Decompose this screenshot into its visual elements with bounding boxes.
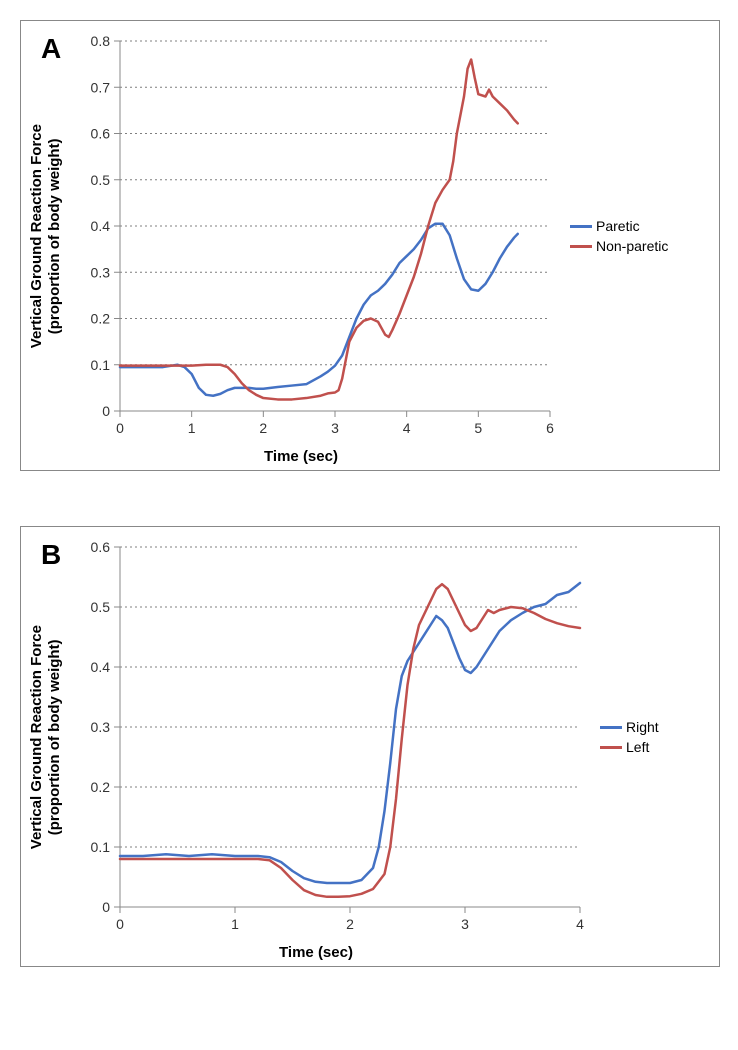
svg-text:1: 1: [188, 420, 196, 436]
svg-text:0: 0: [102, 403, 110, 419]
svg-text:6: 6: [546, 420, 554, 436]
y-label-a-line2: (proportion of body weight): [46, 138, 63, 334]
chart-svg-a: 0 0.1 0.2 0.3 0.4 0.5 0.6 0.7 0.8 0 1 2 3 4 5 6: [70, 26, 560, 441]
chart-area-a: 0 0.1 0.2 0.3 0.4 0.5 0.6 0.7 0.8 0 1 2 3 4 5 6: [70, 26, 560, 446]
svg-text:0.6: 0.6: [91, 539, 111, 555]
chart-svg-b: 0 0.1 0.2 0.3 0.4 0.5 0.6 0 1 2 3 4: [70, 532, 590, 937]
svg-text:3: 3: [331, 420, 339, 436]
svg-text:2: 2: [259, 420, 267, 436]
legend-label: Non-paretic: [596, 238, 668, 254]
svg-text:3: 3: [461, 916, 469, 932]
svg-text:0: 0: [116, 916, 124, 932]
svg-text:0.3: 0.3: [91, 264, 111, 280]
y-label-b-line2: (proportion of body weight): [46, 639, 63, 835]
legend-item: Paretic: [570, 218, 668, 234]
svg-text:0.6: 0.6: [91, 126, 111, 142]
svg-text:1: 1: [231, 916, 239, 932]
chart-row-a: Vertical Ground Reaction Force (proporti…: [26, 26, 714, 446]
svg-text:0.5: 0.5: [91, 599, 111, 615]
legend-item: Right: [600, 719, 659, 735]
chart-area-b: 0 0.1 0.2 0.3 0.4 0.5 0.6 0 1 2 3 4: [70, 532, 590, 942]
legend-label: Right: [626, 719, 659, 735]
svg-text:0: 0: [116, 420, 124, 436]
legend-swatch: [600, 726, 622, 729]
y-axis-label-b: Vertical Ground Reaction Force (proporti…: [26, 625, 70, 849]
svg-text:5: 5: [474, 420, 482, 436]
svg-text:0.1: 0.1: [91, 839, 111, 855]
svg-text:0.7: 0.7: [91, 79, 111, 95]
chart-row-b: Vertical Ground Reaction Force (proporti…: [26, 532, 714, 942]
svg-text:0.5: 0.5: [91, 172, 111, 188]
y-label-a-line1: Vertical Ground Reaction Force: [28, 124, 45, 348]
x-axis-label-b: Time (sec): [86, 944, 546, 961]
chart-panel-a: A Vertical Ground Reaction Force (propor…: [20, 20, 720, 471]
x-axis-label-a: Time (sec): [86, 448, 516, 465]
panel-label-b: B: [41, 539, 61, 571]
legend-b: Right Left: [590, 715, 659, 759]
legend-label: Paretic: [596, 218, 640, 234]
svg-text:0.2: 0.2: [91, 311, 111, 327]
legend-swatch: [600, 746, 622, 749]
svg-text:2: 2: [346, 916, 354, 932]
svg-text:0.8: 0.8: [91, 33, 111, 49]
legend-a: Paretic Non-paretic: [560, 214, 668, 258]
chart-panel-b: B Vertical Ground Reaction Force (propor…: [20, 526, 720, 967]
legend-label: Left: [626, 739, 649, 755]
legend-swatch: [570, 225, 592, 228]
svg-text:0.1: 0.1: [91, 357, 111, 373]
svg-text:4: 4: [576, 916, 584, 932]
svg-text:0: 0: [102, 899, 110, 915]
y-axis-label-a: Vertical Ground Reaction Force (proporti…: [26, 124, 70, 348]
legend-swatch: [570, 245, 592, 248]
panel-label-a: A: [41, 33, 61, 65]
legend-item: Non-paretic: [570, 238, 668, 254]
legend-item: Left: [600, 739, 659, 755]
svg-text:0.4: 0.4: [91, 659, 111, 675]
svg-text:0.3: 0.3: [91, 719, 111, 735]
y-label-b-line1: Vertical Ground Reaction Force: [28, 625, 45, 849]
svg-text:4: 4: [403, 420, 411, 436]
svg-text:0.2: 0.2: [91, 779, 111, 795]
svg-text:0.4: 0.4: [91, 218, 111, 234]
